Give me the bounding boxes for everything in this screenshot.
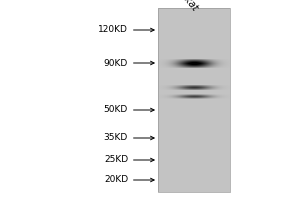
Text: 50KD: 50KD [104, 106, 154, 114]
Text: 25KD: 25KD [104, 156, 154, 164]
Bar [158, 8, 230, 192]
Text: Jurkat: Jurkat [175, 0, 201, 12]
Text: 20KD: 20KD [104, 176, 154, 184]
Text: 35KD: 35KD [104, 134, 154, 142]
Text: 120KD: 120KD [98, 25, 154, 34]
Text: 90KD: 90KD [104, 58, 154, 68]
